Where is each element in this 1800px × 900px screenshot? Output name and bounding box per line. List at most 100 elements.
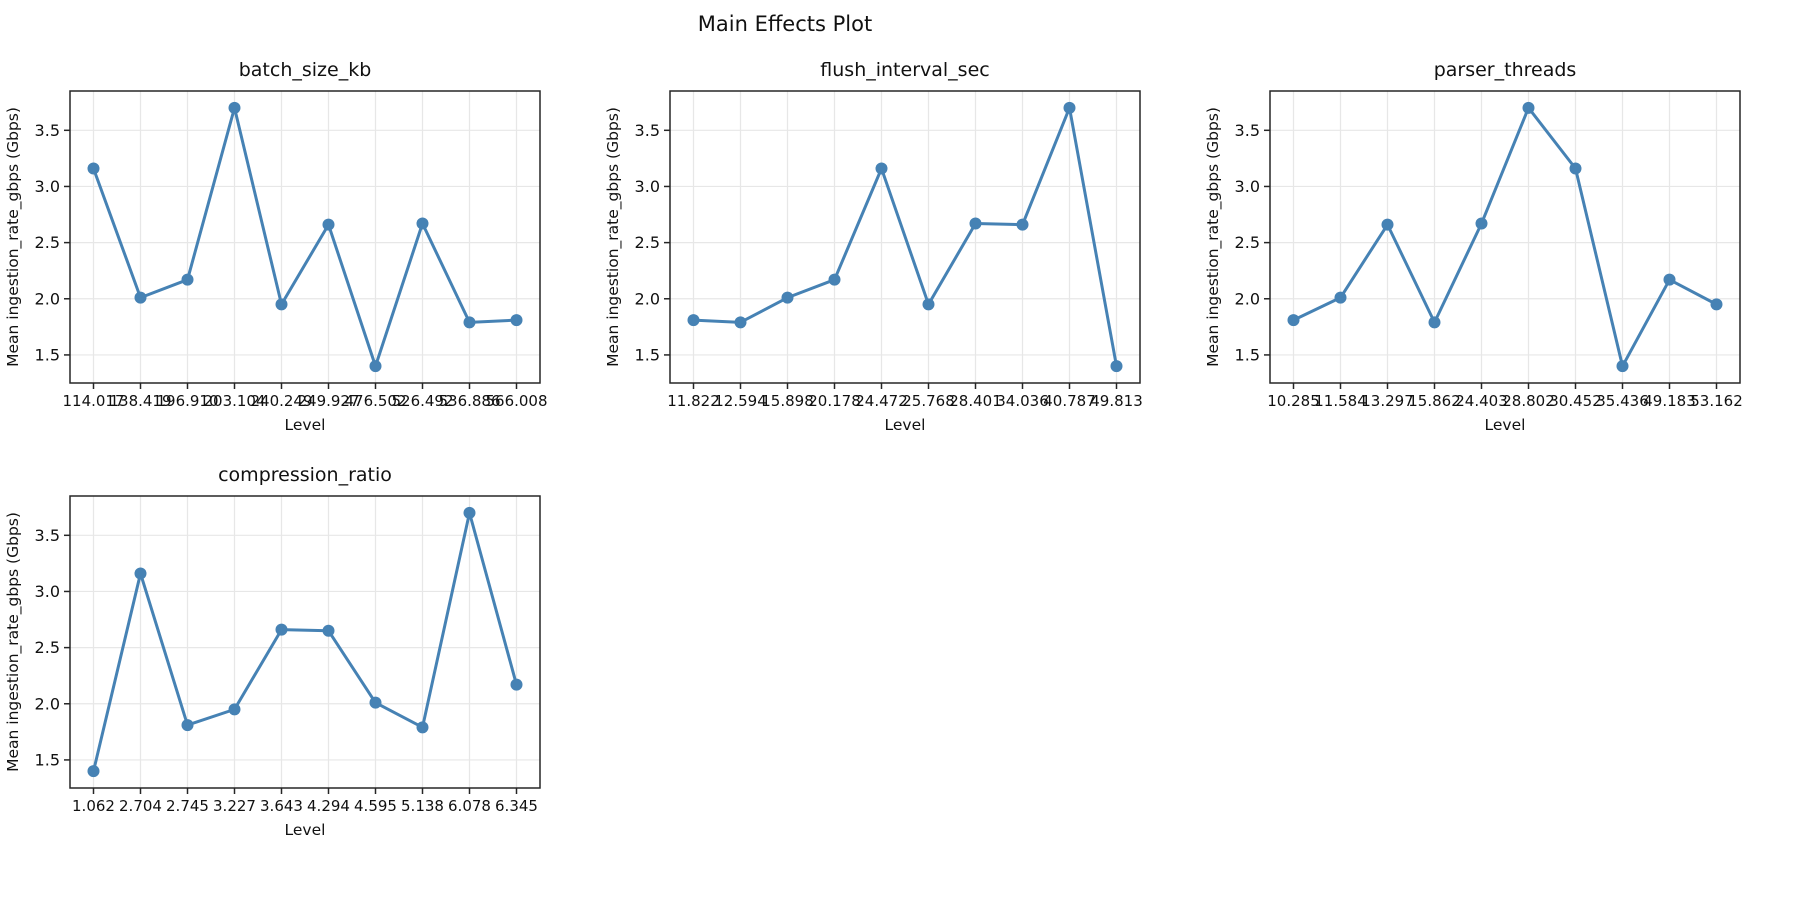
- x-tick-label: 203.104: [203, 392, 265, 410]
- x-tick-label: 138.419: [109, 392, 171, 410]
- data-point: [134, 567, 147, 580]
- y-tick-label: 2.0: [35, 289, 60, 308]
- y-tick-label: 3.0: [1235, 177, 1260, 196]
- data-point: [463, 316, 476, 329]
- y-tick-label: 3.0: [635, 177, 660, 196]
- data-point: [1663, 273, 1676, 286]
- subplot-batch-size-kb: batch_size_kb Mean ingestion_rate_gbps (…: [4, 59, 548, 434]
- x-tick-label: 49.813: [1090, 392, 1143, 410]
- data-point: [228, 703, 241, 716]
- data-point: [510, 678, 523, 691]
- data-point: [687, 314, 700, 327]
- y-tick-label: 3.5: [1235, 121, 1260, 140]
- axes-frame: [669, 90, 1141, 384]
- x-tick-label: 3.227: [213, 797, 256, 815]
- subplot-cell-compression-ratio: compression_ratio Mean ingestion_rate_gb…: [0, 451, 600, 856]
- x-tick-label: 6.078: [448, 797, 491, 815]
- y-tick-label: 1.5: [1235, 345, 1260, 364]
- x-tick-label: 11.822: [667, 392, 720, 410]
- x-tick-label: 49.183: [1643, 392, 1696, 410]
- data-point: [416, 721, 429, 734]
- subplot-title: compression_ratio: [218, 464, 392, 486]
- x-tick-label: 1.062: [72, 797, 115, 815]
- x-axis-label: Level: [1485, 416, 1526, 434]
- x-tick-label: 249.927: [297, 392, 359, 410]
- data-line: [692, 106, 1118, 368]
- x-tick-label: 476.502: [344, 392, 406, 410]
- x-axis-label: Level: [285, 416, 326, 434]
- subplot-cell-flush-interval-sec: flush_interval_sec Mean ingestion_rate_g…: [600, 46, 1200, 451]
- x-axis-label: Level: [285, 821, 326, 839]
- data-point: [1475, 217, 1488, 230]
- y-tick-label: 2.0: [1235, 289, 1260, 308]
- x-tick-label: 11.584: [1314, 392, 1367, 410]
- data-point: [1381, 218, 1394, 231]
- subplot-cell-parser-threads: parser_threads Mean ingestion_rate_gbps …: [1200, 46, 1800, 451]
- data-point: [369, 696, 382, 709]
- data-line: [1292, 106, 1718, 368]
- axes-frame: [69, 90, 541, 384]
- data-point: [1522, 101, 1535, 114]
- y-tick-label: 3.0: [35, 582, 60, 601]
- plot-area: 1.52.02.53.03.510.28511.58413.29715.8622…: [1235, 90, 1743, 410]
- plot-area: 1.52.02.53.03.511.82212.59415.89820.1782…: [635, 90, 1143, 410]
- x-tick-label: 13.297: [1361, 392, 1414, 410]
- plot-background: [1270, 91, 1740, 383]
- data-point: [369, 360, 382, 373]
- x-tick-label: 40.787: [1043, 392, 1096, 410]
- y-axis-label: Mean ingestion_rate_gbps (Gbps): [1204, 107, 1223, 367]
- y-axis-label: Mean ingestion_rate_gbps (Gbps): [4, 107, 23, 367]
- data-point: [181, 719, 194, 732]
- y-tick-label: 3.5: [35, 121, 60, 140]
- y-tick-label: 2.5: [1235, 233, 1260, 252]
- data-point: [875, 162, 888, 175]
- x-tick-label: 28.401: [949, 392, 1002, 410]
- x-tick-label: 24.403: [1455, 392, 1508, 410]
- x-tick-label: 28.802: [1502, 392, 1555, 410]
- y-tick-label: 3.5: [35, 526, 60, 545]
- x-tick-label: 6.345: [495, 797, 538, 815]
- subplot-title: flush_interval_sec: [820, 59, 989, 81]
- data-line: [92, 106, 518, 368]
- x-tick-label: 5.138: [401, 797, 444, 815]
- x-tick-label: 24.472: [855, 392, 908, 410]
- data-point: [781, 291, 794, 304]
- data-line: [92, 511, 518, 773]
- subplot-title: parser_threads: [1434, 59, 1577, 81]
- y-tick-label: 3.0: [35, 177, 60, 196]
- data-point: [828, 273, 841, 286]
- data-point: [322, 624, 335, 637]
- y-tick-label: 2.0: [35, 694, 60, 713]
- plot-background: [70, 91, 540, 383]
- data-point: [1616, 360, 1629, 373]
- axes-frame: [1269, 90, 1741, 384]
- data-point: [87, 765, 100, 778]
- x-tick-label: 536.886: [438, 392, 500, 410]
- x-tick-label: 240.249: [250, 392, 312, 410]
- y-tick-label: 2.5: [35, 638, 60, 657]
- data-point: [463, 506, 476, 519]
- data-point: [1110, 360, 1123, 373]
- data-point: [922, 298, 935, 311]
- data-point: [181, 273, 194, 286]
- x-tick-label: 10.285: [1267, 392, 1320, 410]
- data-point: [1016, 218, 1029, 231]
- data-point: [1710, 298, 1723, 311]
- x-tick-label: 2.745: [166, 797, 209, 815]
- x-tick-label: 4.595: [354, 797, 397, 815]
- data-point: [1334, 291, 1347, 304]
- data-point: [275, 298, 288, 311]
- data-point: [275, 623, 288, 636]
- subplot-row-2: compression_ratio Mean ingestion_rate_gb…: [0, 451, 1800, 856]
- x-tick-label: 4.294: [307, 797, 350, 815]
- x-tick-label: 34.036: [996, 392, 1049, 410]
- data-point: [1063, 101, 1076, 114]
- data-point: [1428, 316, 1441, 329]
- data-point: [969, 217, 982, 230]
- x-tick-label: 35.436: [1596, 392, 1649, 410]
- data-point: [322, 218, 335, 231]
- data-point: [228, 101, 241, 114]
- y-axis-label: Mean ingestion_rate_gbps (Gbps): [4, 512, 23, 772]
- y-tick-label: 2.0: [635, 289, 660, 308]
